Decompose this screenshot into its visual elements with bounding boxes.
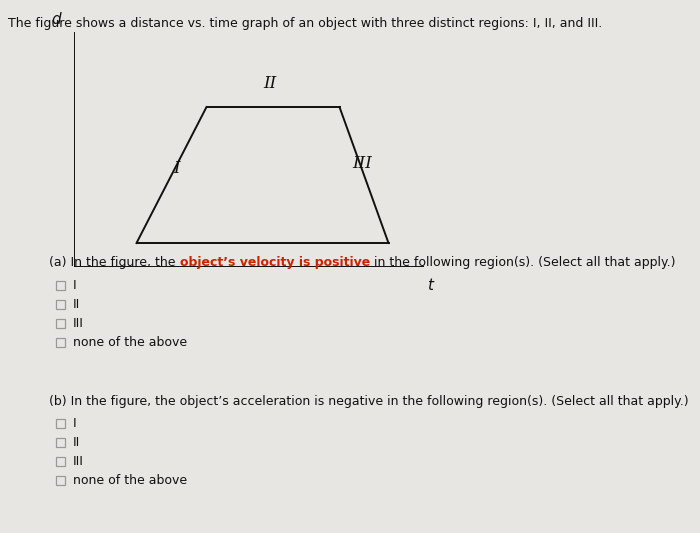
Text: I: I [73, 417, 76, 430]
Text: I: I [73, 279, 76, 292]
Text: (b) In the figure, the object’s acceleration is negative in the following region: (b) In the figure, the object’s accelera… [49, 395, 689, 408]
Text: t: t [427, 278, 433, 293]
Text: (a) In the figure, the: (a) In the figure, the [49, 256, 179, 269]
Text: III: III [73, 317, 84, 330]
Text: none of the above: none of the above [73, 336, 187, 349]
Text: object’s velocity is positive: object’s velocity is positive [179, 256, 370, 269]
Text: II: II [73, 297, 80, 311]
Text: d: d [51, 12, 61, 27]
Text: II: II [73, 436, 80, 449]
Text: II: II [263, 75, 276, 92]
Text: I: I [174, 159, 180, 176]
Text: in the following region(s). (Select all that apply.): in the following region(s). (Select all … [370, 256, 676, 269]
Text: The figure shows a distance vs. time graph of an object with three distinct regi: The figure shows a distance vs. time gra… [8, 17, 603, 30]
Text: III: III [352, 155, 372, 172]
Text: III: III [73, 455, 84, 469]
Text: none of the above: none of the above [73, 474, 187, 487]
